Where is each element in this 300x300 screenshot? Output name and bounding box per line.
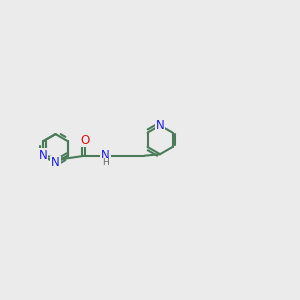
Text: O: O <box>38 150 48 164</box>
Text: N: N <box>101 149 110 162</box>
Text: O: O <box>80 134 90 147</box>
Text: N: N <box>39 149 47 162</box>
Text: H: H <box>102 158 109 167</box>
Text: N: N <box>156 119 164 132</box>
Text: N: N <box>51 156 60 170</box>
